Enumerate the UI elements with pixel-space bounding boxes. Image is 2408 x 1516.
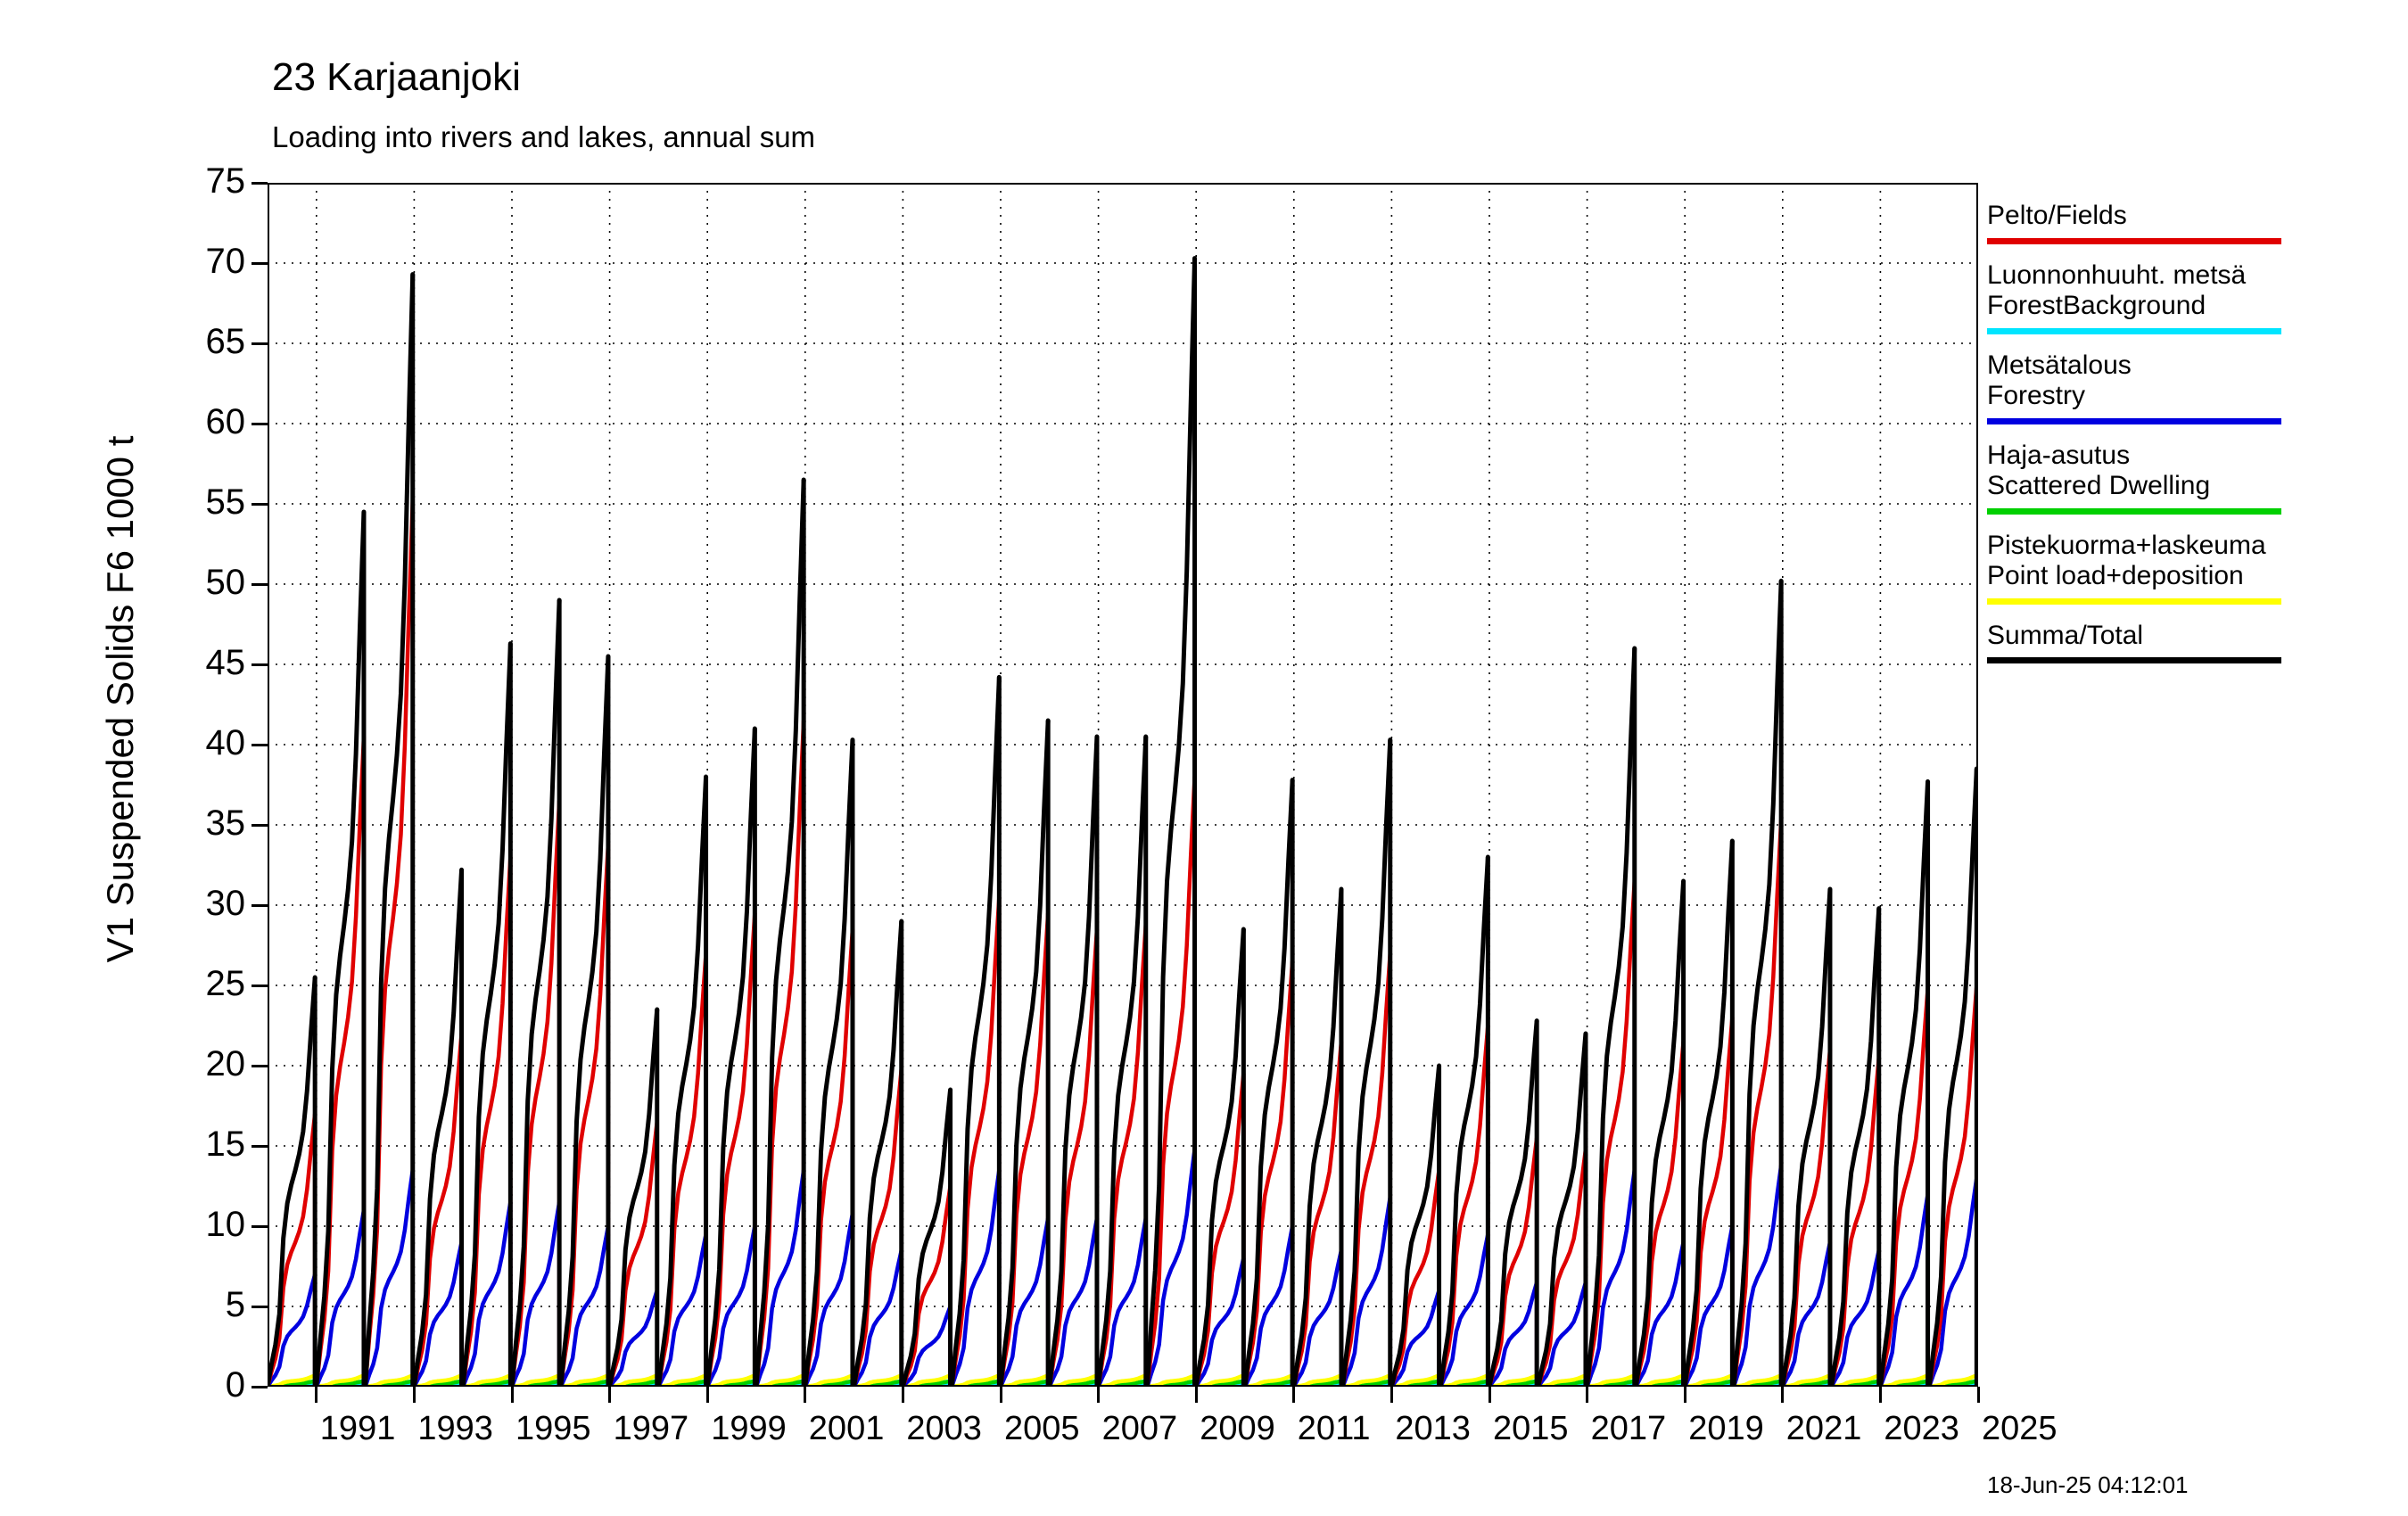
legend-label: Pistekuorma+laskeuma Point load+depositi… [1987, 530, 2266, 591]
y-axis-tick [252, 743, 268, 746]
x-axis-tick-label: 2023 [1884, 1410, 1959, 1447]
x-axis-tick-label: 2001 [808, 1410, 885, 1447]
chart-legend: Pelto/Fields Luonnonhuuht. metsä ForestBa… [1987, 201, 2388, 680]
y-axis-tick [252, 181, 268, 185]
x-axis-tick-label: 2011 [1297, 1410, 1371, 1447]
x-axis-tick [1390, 1387, 1393, 1403]
x-axis-tick [901, 1387, 904, 1403]
legend-label: Metsätalous Forestry [1987, 350, 2132, 411]
chart-title: 23 Karjaanjoki [272, 55, 521, 99]
legend-entry: Summa/Total [1987, 620, 2388, 663]
x-axis-tick-label: 1991 [319, 1410, 396, 1447]
legend-entry: Pelto/Fields [1987, 201, 2388, 244]
x-axis-tick [510, 1387, 514, 1403]
y-axis-tick [252, 1064, 268, 1067]
x-axis-tick [1586, 1387, 1589, 1403]
y-axis-tick [252, 663, 268, 666]
legend-color-swatch [1987, 597, 2281, 605]
y-axis-tick-label: 45 [205, 643, 246, 682]
x-axis-tick-label: 2017 [1590, 1410, 1667, 1447]
x-axis-tick [1292, 1387, 1296, 1403]
x-axis-tick-label: 2005 [1004, 1410, 1080, 1447]
y-axis-tick [252, 1385, 268, 1388]
x-axis-tick-label: 2015 [1493, 1410, 1569, 1447]
y-axis-tick [252, 1224, 268, 1228]
y-axis-tick-label: 35 [205, 803, 246, 843]
x-axis-tick-label: 2025 [1982, 1410, 2058, 1447]
x-axis-tick [1488, 1387, 1491, 1403]
x-axis-tick [412, 1387, 416, 1403]
legend-color-swatch [1987, 417, 2281, 424]
y-axis-tick-label: 60 [205, 402, 246, 441]
y-axis-tick-label: 10 [205, 1205, 246, 1244]
legend-color-swatch [1987, 237, 2281, 244]
x-axis-tick-label: 1997 [613, 1410, 689, 1447]
x-axis-tick [999, 1387, 1002, 1403]
y-axis-tick-label: 65 [205, 322, 246, 361]
x-axis-tick [1976, 1387, 1980, 1403]
legend-entry: Luonnonhuuht. metsä ForestBackground [1987, 260, 2388, 334]
legend-entry: Haja-asutus Scattered Dwelling [1987, 441, 2388, 515]
x-axis-tick-label: 2019 [1688, 1410, 1764, 1447]
x-axis-tick-label: 1995 [515, 1410, 591, 1447]
x-axis-tick [1878, 1387, 1882, 1403]
chart-subtitle: Loading into rivers and lakes, annual su… [272, 120, 816, 153]
plot-area [268, 183, 1978, 1387]
y-axis-tick [252, 823, 268, 827]
y-axis-tick [252, 1144, 268, 1148]
legend-color-swatch [1987, 657, 2281, 663]
x-axis-tick [705, 1387, 709, 1403]
y-axis-tick [252, 1305, 268, 1308]
timestamp: 18-Jun-25 04:12:01 [1987, 1471, 2189, 1498]
y-axis-tick-label: 70 [205, 242, 246, 281]
chart-svg [268, 183, 1978, 1387]
y-axis-tick-label: 0 [225, 1365, 245, 1405]
x-axis-tick-label: 1993 [417, 1410, 493, 1447]
legend-label: Summa/Total [1987, 620, 2144, 650]
y-axis-tick [252, 903, 268, 907]
y-axis-tick-label: 25 [205, 964, 246, 1003]
y-axis-tick [252, 261, 268, 265]
y-axis-tick-label: 75 [205, 161, 246, 201]
x-axis-tick-label: 2021 [1785, 1410, 1862, 1447]
y-axis-tick-label: 55 [205, 482, 246, 522]
y-axis-tick-label: 50 [205, 563, 246, 602]
x-axis-tick [1194, 1387, 1198, 1403]
legend-label: Haja-asutus Scattered Dwelling [1987, 440, 2211, 501]
y-axis-tick-label: 5 [225, 1285, 245, 1324]
x-axis-tick-label: 2007 [1101, 1410, 1178, 1447]
x-axis-tick [804, 1387, 807, 1403]
y-axis-tick-label: 15 [205, 1125, 246, 1164]
x-axis-tick [315, 1387, 318, 1403]
y-axis-tick [252, 342, 268, 345]
y-axis-tick [252, 984, 268, 987]
legend-color-swatch [1987, 507, 2281, 515]
legend-entry: Pistekuorma+laskeuma Point load+depositi… [1987, 531, 2388, 605]
legend-label: Pelto/Fields [1987, 201, 2127, 230]
x-axis-tick-label: 2009 [1200, 1410, 1275, 1447]
x-axis-tick-label: 2013 [1395, 1410, 1471, 1447]
y-axis-tick-label: 20 [205, 1044, 246, 1083]
y-axis-tick-label: 40 [205, 723, 246, 762]
y-axis-tick-label: 30 [205, 884, 246, 923]
x-axis-tick [1781, 1387, 1785, 1403]
x-axis-tick [608, 1387, 612, 1403]
y-axis-tick [252, 502, 268, 506]
y-axis-tick [252, 422, 268, 425]
x-axis-tick [1683, 1387, 1686, 1403]
x-axis-tick-label: 2003 [906, 1410, 982, 1447]
x-axis-tick-label: 1999 [711, 1410, 787, 1447]
legend-entry: Metsätalous Forestry [1987, 350, 2388, 424]
y-axis-label: V1 Suspended Solids F6 1000 t [99, 435, 141, 963]
x-axis-tick [1097, 1387, 1101, 1403]
legend-label: Luonnonhuuht. metsä ForestBackground [1987, 260, 2247, 321]
y-axis-tick [252, 582, 268, 586]
legend-color-swatch [1987, 327, 2281, 334]
